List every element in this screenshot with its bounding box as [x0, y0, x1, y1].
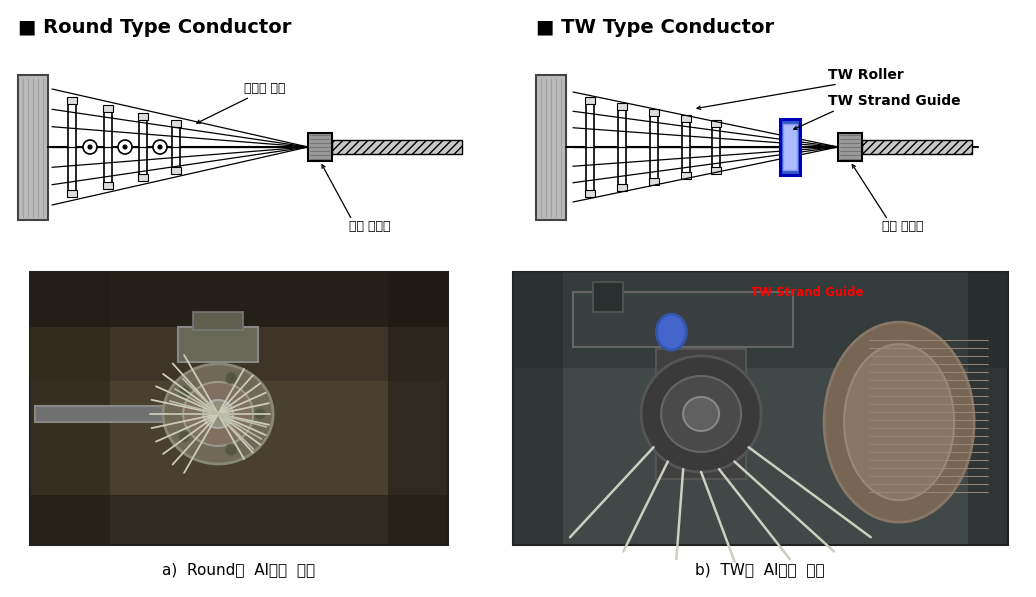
Bar — [650, 114, 658, 180]
Bar — [67, 97, 77, 104]
Bar — [513, 272, 1008, 545]
Ellipse shape — [123, 145, 127, 149]
Ellipse shape — [657, 314, 687, 350]
Bar — [862, 140, 972, 154]
Bar — [30, 272, 110, 545]
Text: b)  TW형  Al도체  연선: b) TW형 Al도체 연선 — [695, 562, 825, 577]
Ellipse shape — [163, 364, 274, 464]
Ellipse shape — [225, 372, 237, 384]
Bar — [780, 119, 800, 175]
Bar — [617, 103, 627, 110]
Bar — [103, 182, 113, 189]
Bar — [968, 272, 1008, 545]
Bar — [178, 327, 258, 362]
Bar — [649, 178, 659, 185]
Text: TW Strand Guide: TW Strand Guide — [751, 287, 863, 299]
Bar — [656, 349, 746, 479]
Ellipse shape — [178, 430, 191, 442]
Bar — [138, 113, 148, 120]
Bar — [139, 118, 147, 176]
Ellipse shape — [683, 397, 719, 431]
Ellipse shape — [824, 322, 974, 522]
Bar — [30, 272, 448, 381]
Text: 집함 다이스: 집함 다이스 — [349, 220, 391, 233]
Ellipse shape — [118, 140, 132, 154]
Bar — [308, 133, 332, 161]
Bar — [681, 115, 691, 122]
Bar — [171, 120, 181, 127]
Bar — [617, 184, 627, 191]
Bar — [593, 282, 623, 312]
Bar — [712, 125, 720, 169]
Bar — [573, 292, 793, 347]
Bar — [649, 109, 659, 116]
Bar — [388, 272, 448, 545]
Bar — [104, 110, 112, 184]
Bar — [30, 272, 448, 545]
Bar — [682, 120, 690, 174]
Ellipse shape — [254, 408, 266, 420]
Bar — [193, 312, 243, 330]
Bar — [513, 272, 1008, 368]
Ellipse shape — [183, 382, 253, 446]
Bar — [103, 105, 113, 112]
Bar — [332, 140, 462, 154]
Bar — [618, 108, 626, 186]
Text: 프리폼 롤러: 프리폼 롤러 — [244, 82, 286, 95]
Bar — [536, 75, 566, 220]
Ellipse shape — [178, 386, 191, 398]
Bar — [783, 124, 797, 170]
Ellipse shape — [641, 356, 761, 472]
Bar — [171, 167, 181, 174]
Bar — [138, 174, 148, 181]
Bar — [172, 125, 180, 169]
Bar — [30, 495, 448, 545]
Bar — [585, 97, 595, 104]
Bar — [585, 190, 595, 197]
Text: TW Roller: TW Roller — [828, 68, 903, 82]
Bar — [838, 133, 862, 161]
Text: ■ Round Type Conductor: ■ Round Type Conductor — [18, 18, 291, 37]
Ellipse shape — [159, 145, 162, 149]
Bar — [681, 172, 691, 179]
Bar — [711, 120, 721, 127]
Text: TW Strand Guide: TW Strand Guide — [828, 94, 960, 108]
Ellipse shape — [83, 140, 97, 154]
Ellipse shape — [153, 140, 167, 154]
Ellipse shape — [203, 400, 233, 428]
Text: a)  Round형  Al도체  연선: a) Round형 Al도체 연선 — [163, 562, 316, 577]
Ellipse shape — [225, 444, 237, 456]
Bar — [711, 167, 721, 174]
Bar — [513, 272, 563, 545]
Bar — [67, 190, 77, 197]
Bar — [35, 406, 181, 422]
Text: ■ TW Type Conductor: ■ TW Type Conductor — [536, 18, 774, 37]
Bar — [30, 272, 448, 327]
Bar — [68, 102, 76, 192]
Ellipse shape — [661, 376, 741, 452]
Ellipse shape — [88, 145, 92, 149]
Text: 집함 다이스: 집함 다이스 — [883, 220, 924, 233]
Ellipse shape — [844, 344, 954, 500]
Bar — [586, 102, 594, 192]
Bar — [18, 75, 48, 220]
